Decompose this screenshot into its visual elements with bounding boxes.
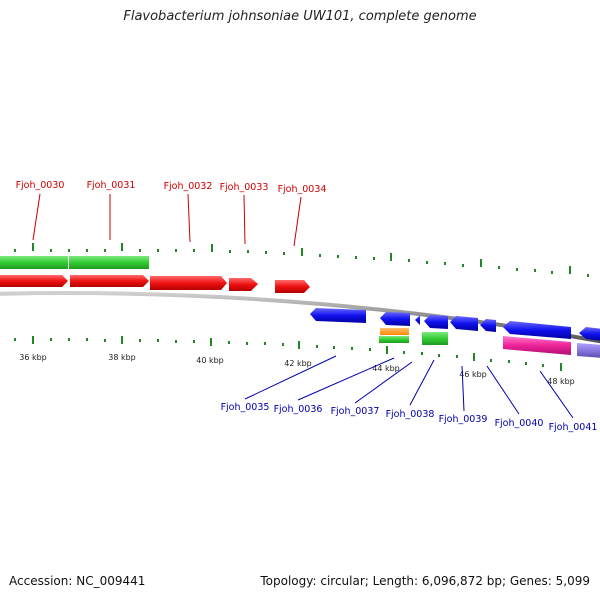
genome-backbone [0, 291, 600, 344]
gene-feature-green[interactable] [0, 256, 68, 269]
accession-label: Accession: NC_009441 [9, 574, 146, 588]
gene-arrow-forward[interactable] [229, 278, 258, 291]
gene-label-reverse[interactable]: Fjoh_0041 [549, 422, 598, 433]
kbp-label: 46 kbp [459, 370, 487, 379]
kbp-label: 44 kbp [372, 364, 400, 373]
gene-feature-orange[interactable] [380, 328, 409, 335]
gene-label-reverse[interactable]: Fjoh_0038 [386, 409, 435, 420]
gene-label-reverse[interactable]: Fjoh_0039 [439, 414, 488, 425]
gene-arrow-reverse[interactable] [579, 327, 600, 341]
gene-arrow-reverse[interactable] [503, 321, 571, 339]
inner-tick-marks [14, 336, 562, 371]
kbp-label: 42 kbp [284, 359, 312, 368]
gene-label-reverse[interactable]: Fjoh_0040 [495, 418, 544, 429]
gene-arrow-forward[interactable] [150, 276, 227, 290]
gene-arrow-reverse[interactable] [450, 316, 478, 331]
gene-feature-green[interactable] [379, 336, 409, 343]
gene-arrow-reverse[interactable] [424, 315, 448, 329]
gene-label-forward[interactable]: Fjoh_0034 [278, 184, 327, 195]
kbp-scale: 36 kbp 38 kbp 40 kbp 42 kbp 44 kbp 46 kb… [19, 353, 575, 386]
gene-label-reverse[interactable]: Fjoh_0037 [331, 406, 380, 417]
reverse-strand-track [310, 308, 600, 358]
gene-label-forward[interactable]: Fjoh_0032 [164, 181, 213, 192]
gene-label-reverse[interactable]: Fjoh_0035 [221, 402, 270, 413]
kbp-label: 38 kbp [108, 353, 136, 362]
gene-feature-pink[interactable] [503, 336, 571, 355]
gene-label-forward[interactable]: Fjoh_0033 [220, 182, 269, 193]
kbp-label: 40 kbp [196, 356, 224, 365]
gene-feature-green[interactable] [422, 332, 448, 345]
outer-tick-marks [14, 243, 589, 277]
forward-strand-track [0, 256, 310, 293]
genome-title: Flavobacterium johnsoniae UW101, complet… [123, 9, 477, 24]
gene-label-reverse[interactable]: Fjoh_0036 [274, 404, 323, 415]
forward-gene-labels: Fjoh_0030 Fjoh_0031 Fjoh_0032 Fjoh_0033 … [16, 180, 327, 247]
kbp-label: 48 kbp [547, 377, 575, 386]
gene-feature-green[interactable] [69, 256, 149, 269]
gene-arrow-reverse[interactable] [415, 315, 420, 325]
reverse-gene-labels: Fjoh_0035 Fjoh_0036 Fjoh_0037 Fjoh_0038 … [221, 355, 598, 433]
genome-summary-label: Topology: circular; Length: 6,096,872 bp… [260, 574, 590, 588]
gene-arrow-reverse[interactable] [380, 312, 410, 326]
kbp-label: 36 kbp [19, 353, 47, 362]
gene-label-forward[interactable]: Fjoh_0030 [16, 180, 65, 191]
gene-feature-purple[interactable] [577, 343, 600, 358]
gene-arrow-forward[interactable] [70, 275, 149, 287]
gene-arrow-forward[interactable] [0, 275, 68, 287]
gene-arrow-reverse[interactable] [480, 319, 496, 332]
gene-label-forward[interactable]: Fjoh_0031 [87, 180, 136, 191]
gene-arrow-reverse[interactable] [310, 308, 366, 323]
gene-arrow-forward[interactable] [275, 280, 310, 293]
